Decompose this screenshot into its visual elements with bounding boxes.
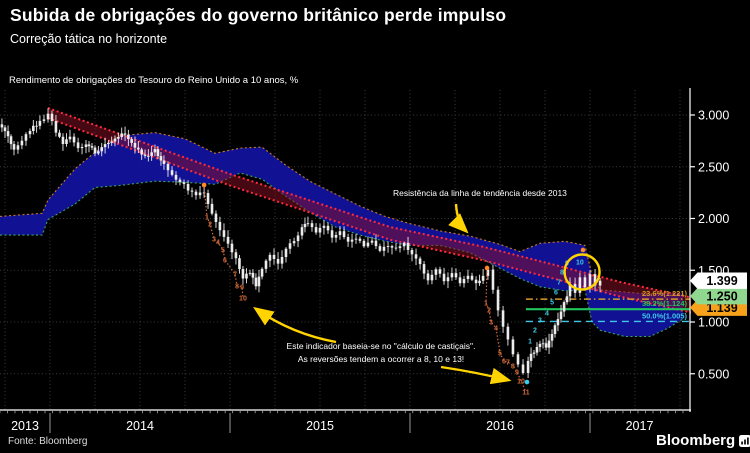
y-axis-tick-label: 1.000 [698,316,729,330]
page-subtitle: Correção tática no horizonte [10,32,168,46]
svg-text:5: 5 [550,300,554,307]
svg-text:8: 8 [235,283,239,290]
svg-text:11: 11 [522,389,530,396]
y-axis-tick-label: 2.500 [698,160,729,174]
svg-text:8: 8 [560,270,564,277]
setup-dot-cyan [524,379,530,385]
x-axis-year-label: 2016 [486,419,514,433]
svg-text:1: 1 [205,215,209,222]
price-marker-1.250: 1.250 [690,287,747,305]
svg-text:4: 4 [545,310,549,317]
svg-text:2: 2 [487,307,491,314]
source-note: Fonte: Bloomberg [8,436,88,447]
fib-label: 23.6%(1.221) [642,289,688,298]
ichimoku-cloud [0,132,684,337]
svg-text:10: 10 [239,295,247,302]
svg-text:2: 2 [533,327,537,334]
svg-text:3: 3 [538,318,542,325]
svg-text:9: 9 [515,369,519,376]
y-axis-tick-label: 2.000 [698,212,729,226]
svg-text:9: 9 [240,285,244,292]
x-axis-year-label: 2014 [126,419,154,433]
svg-text:8: 8 [511,363,515,370]
bloomberg-logo-text: Bloomberg [656,432,736,449]
svg-text:5: 5 [498,351,502,358]
x-axis-year-label: 2013 [11,419,39,433]
fib-label: 38.2%(1.124) [642,299,688,308]
annotation-trend-resistance: Resistência da linha de tendência desde … [393,188,567,198]
svg-text:7: 7 [233,271,237,278]
chart-axis-caption: Rendimento de obrigações do Tesouro do R… [9,75,299,86]
svg-text:1.399: 1.399 [706,274,737,288]
axes: 2013 2014 2015 2016 20173.0002.5002.0001.500… [0,88,729,433]
svg-text:3: 3 [212,236,216,243]
setup-dot-orange [484,265,490,271]
trend-channel [48,108,691,313]
svg-text:7: 7 [506,359,510,366]
x-axis-year-label: 2017 [626,419,654,433]
y-axis-tick-label: 0.500 [698,367,729,381]
bloomberg-logo: Bloomberg [656,432,750,449]
page-title: Subida de obrigações do governo britânic… [10,5,507,25]
svg-text:1: 1 [528,339,532,346]
svg-text:4: 4 [494,326,498,333]
price-marker-1.399: 1.399 [690,272,747,289]
svg-text:7: 7 [557,280,561,287]
x-axis-year-label: 2015 [306,419,334,433]
setup-dot-orange [201,182,207,188]
svg-text:3: 3 [489,320,493,327]
annotation-arrow [448,203,469,234]
bloomberg-bug-icon [739,434,750,447]
candlesticks [0,108,602,378]
annotation-indicator: Este indicador baseia-se no "cálculo de … [268,340,494,366]
svg-text:10: 10 [576,259,584,266]
svg-text:10: 10 [517,378,525,385]
annotation-indicator-line1: Este indicador baseia-se no "cálculo de … [286,341,476,351]
svg-text:6: 6 [554,289,558,296]
setup-dot-orange [580,247,586,253]
svg-text:2: 2 [208,221,212,228]
annotation-arrow [440,365,512,385]
svg-text:4: 4 [216,239,220,246]
svg-text:6: 6 [223,258,227,265]
svg-text:1.250: 1.250 [706,289,737,303]
svg-text:5: 5 [221,247,225,254]
fib-label: 50.0%(1.005) [642,311,688,320]
svg-text:1.139: 1.139 [706,301,737,315]
svg-text:1: 1 [484,300,488,307]
annotation-arrow [253,306,337,344]
y-axis-tick-label: 3.000 [698,109,729,123]
highlight-circle [563,253,601,291]
svg-text:6: 6 [502,359,506,366]
annotation-indicator-line2: As reversões tendem a ocorrer a 8, 10 e … [297,354,465,364]
